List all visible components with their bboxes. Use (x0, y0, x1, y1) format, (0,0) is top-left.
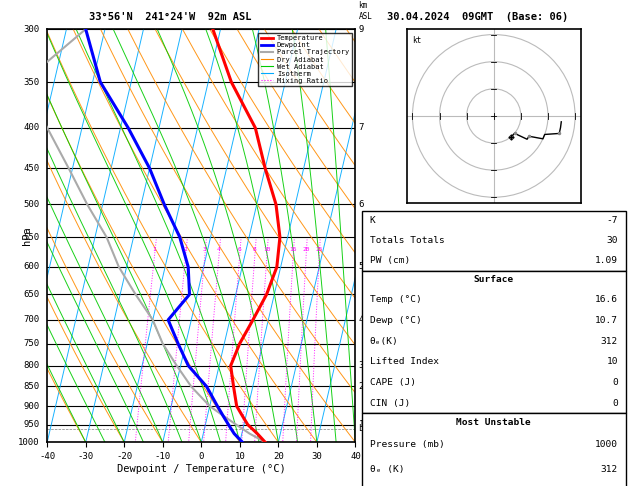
Text: 4: 4 (359, 315, 364, 324)
Text: 700: 700 (23, 315, 40, 324)
Text: 850: 850 (23, 382, 40, 391)
Text: 3: 3 (359, 361, 364, 370)
Bar (362, 271, 626, 413)
Legend: Temperature, Dewpoint, Parcel Trajectory, Dry Adiabat, Wet Adiabat, Isotherm, Mi: Temperature, Dewpoint, Parcel Trajectory… (258, 33, 352, 87)
Text: θₑ (K): θₑ (K) (370, 465, 404, 474)
Text: 10.7: 10.7 (595, 316, 618, 325)
Text: 300: 300 (23, 25, 40, 34)
Text: 750: 750 (23, 339, 40, 348)
Text: 800: 800 (23, 361, 40, 370)
Text: 1.09: 1.09 (595, 256, 618, 265)
X-axis label: Dewpoint / Temperature (°C): Dewpoint / Temperature (°C) (117, 464, 286, 474)
Text: 600: 600 (23, 262, 40, 272)
Text: 7: 7 (359, 123, 364, 132)
Text: 950: 950 (23, 420, 40, 429)
Text: 5: 5 (359, 262, 364, 272)
Text: CAPE (J): CAPE (J) (370, 378, 416, 387)
Text: 0: 0 (612, 399, 618, 408)
Text: hPa: hPa (22, 226, 32, 245)
Text: 9: 9 (359, 25, 364, 34)
Bar (362, 413, 626, 486)
Text: 33°56'N  241°24'W  92m ASL: 33°56'N 241°24'W 92m ASL (89, 12, 251, 22)
Text: 500: 500 (23, 200, 40, 209)
Text: 3: 3 (203, 247, 207, 252)
Text: 10: 10 (263, 247, 270, 252)
Text: CIN (J): CIN (J) (370, 399, 410, 408)
Text: 900: 900 (23, 401, 40, 411)
Text: 6: 6 (359, 200, 364, 209)
Text: Totals Totals: Totals Totals (370, 236, 444, 245)
Text: θₑ(K): θₑ(K) (370, 336, 398, 346)
Text: 16.6: 16.6 (595, 295, 618, 304)
Text: km
ASL: km ASL (359, 1, 372, 21)
Text: LCL: LCL (359, 424, 374, 434)
Text: 550: 550 (23, 233, 40, 242)
Text: 350: 350 (23, 78, 40, 87)
Text: 1000: 1000 (595, 440, 618, 449)
Text: K: K (370, 216, 376, 226)
Text: 450: 450 (23, 164, 40, 173)
Text: Surface: Surface (474, 276, 514, 284)
Text: 6: 6 (238, 247, 242, 252)
Text: PW (cm): PW (cm) (370, 256, 410, 265)
Text: 16: 16 (289, 247, 297, 252)
Text: 4: 4 (217, 247, 221, 252)
Text: 2: 2 (184, 247, 187, 252)
Text: 1: 1 (153, 247, 157, 252)
Text: Lifted Index: Lifted Index (370, 357, 438, 366)
Text: 20: 20 (303, 247, 310, 252)
Text: 1000: 1000 (18, 438, 40, 447)
Text: 10: 10 (606, 357, 618, 366)
Text: 312: 312 (601, 465, 618, 474)
Text: 8: 8 (253, 247, 257, 252)
Text: Dewp (°C): Dewp (°C) (370, 316, 421, 325)
Text: 1: 1 (359, 420, 364, 429)
Text: 30.04.2024  09GMT  (Base: 06): 30.04.2024 09GMT (Base: 06) (387, 12, 569, 22)
Text: 400: 400 (23, 123, 40, 132)
Text: Temp (°C): Temp (°C) (370, 295, 421, 304)
Text: Mixing Ratio (g/kg): Mixing Ratio (g/kg) (382, 212, 391, 300)
Text: 25: 25 (316, 247, 323, 252)
Text: 0: 0 (612, 378, 618, 387)
Text: Most Unstable: Most Unstable (457, 418, 531, 427)
Text: 2: 2 (359, 382, 364, 391)
Text: 30: 30 (606, 236, 618, 245)
Bar (362, 211, 626, 271)
Text: Pressure (mb): Pressure (mb) (370, 440, 444, 449)
Text: 312: 312 (601, 336, 618, 346)
Text: 650: 650 (23, 290, 40, 299)
Text: -7: -7 (606, 216, 618, 226)
